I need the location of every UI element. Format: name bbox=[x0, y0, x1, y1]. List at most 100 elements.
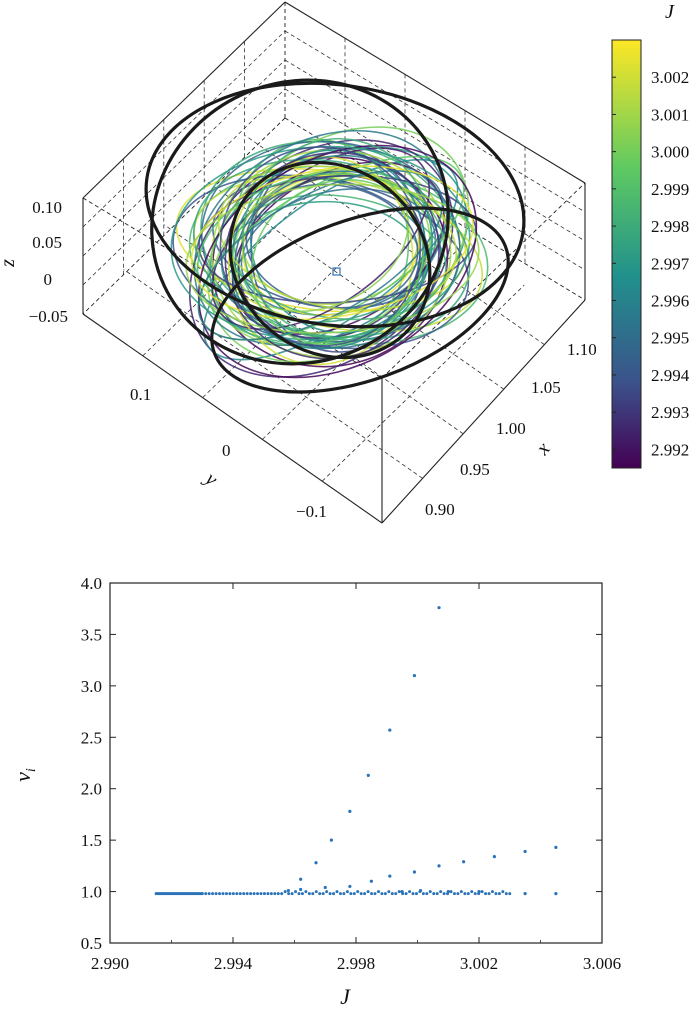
data-point bbox=[228, 892, 232, 896]
y-axis-label: y bbox=[199, 467, 222, 491]
y-tick-label: 3.0 bbox=[81, 677, 102, 696]
z-tick-label: 0.05 bbox=[32, 233, 62, 252]
colorbar-gradient bbox=[611, 39, 642, 469]
scatter-axes: 2.990 2.994 2.998 3.002 3.006 0.5 1.0 1.5 2.0 2.5… bbox=[81, 574, 621, 973]
y-tick-label: 3.5 bbox=[81, 625, 102, 644]
y-tick-label: 4.0 bbox=[81, 574, 102, 593]
data-point bbox=[231, 892, 235, 896]
data-point bbox=[266, 892, 270, 896]
data-point bbox=[304, 890, 308, 894]
data-point bbox=[348, 884, 352, 889]
data-point bbox=[356, 890, 360, 894]
box-edge bbox=[381, 299, 586, 524]
z-tick-label: 0.10 bbox=[32, 198, 62, 217]
x-tick-label: 0.90 bbox=[425, 500, 455, 519]
data-point bbox=[388, 728, 392, 732]
orbit-line bbox=[192, 158, 471, 341]
y-axis-label: vi bbox=[10, 768, 39, 782]
x-tick-label: 2.990 bbox=[91, 954, 129, 973]
colorbar-tick-label: 2.996 bbox=[651, 292, 689, 311]
data-point bbox=[359, 892, 363, 896]
data-point bbox=[439, 890, 443, 894]
data-point bbox=[376, 890, 380, 894]
data-point bbox=[452, 892, 456, 896]
data-point bbox=[412, 673, 417, 678]
highlight-orbit bbox=[210, 206, 510, 394]
orbit-3d-plot: 0.10 0.05 0 −0.05 z 0.1 0 −0.1 y 0.90 0.… bbox=[0, 1, 690, 524]
data-point bbox=[501, 890, 505, 894]
data-point bbox=[466, 892, 470, 896]
data-point bbox=[269, 892, 273, 896]
colorbar-tick-label: 2.998 bbox=[651, 217, 689, 236]
data-point bbox=[242, 892, 246, 896]
data-point bbox=[432, 892, 436, 896]
data-point bbox=[332, 892, 336, 896]
data-point bbox=[459, 890, 463, 894]
highlight-orbit bbox=[228, 160, 432, 360]
data-point bbox=[286, 888, 290, 893]
data-point bbox=[366, 773, 370, 777]
data-point bbox=[494, 892, 498, 896]
box-edge bbox=[82, 1, 286, 199]
data-point bbox=[211, 892, 215, 896]
data-point bbox=[345, 890, 349, 894]
x-tick-label: 1.00 bbox=[496, 419, 526, 438]
data-point bbox=[221, 892, 225, 896]
data-point bbox=[504, 892, 508, 896]
data-point bbox=[245, 892, 249, 896]
data-point bbox=[523, 849, 527, 854]
data-point bbox=[477, 892, 481, 896]
data-point bbox=[207, 892, 211, 896]
colorbar-tick-label: 2.997 bbox=[651, 254, 690, 273]
data-point bbox=[290, 892, 294, 896]
data-point bbox=[314, 890, 318, 894]
data-point bbox=[235, 892, 239, 896]
data-point bbox=[373, 892, 377, 896]
data-point bbox=[352, 892, 356, 896]
data-point bbox=[449, 890, 453, 894]
svg-text:vi: vi bbox=[10, 768, 39, 782]
data-point bbox=[412, 870, 417, 874]
plot-frame bbox=[109, 582, 603, 944]
data-point bbox=[435, 892, 439, 896]
data-point bbox=[249, 892, 253, 896]
data-point bbox=[314, 861, 318, 865]
data-point bbox=[276, 892, 280, 896]
highlight-orbit bbox=[144, 81, 526, 329]
data-point bbox=[442, 892, 446, 896]
data-point bbox=[480, 890, 484, 894]
orbit-line bbox=[197, 144, 478, 379]
data-point bbox=[492, 855, 496, 859]
y-axis-label-subscript: i bbox=[24, 768, 39, 772]
colorbar-tick-label: 2.999 bbox=[651, 180, 689, 199]
y-tick-label: 2.0 bbox=[81, 780, 102, 799]
data-point bbox=[262, 892, 266, 896]
grid-line bbox=[245, 135, 545, 345]
colorbar: J 3.002 3.001 3.000 2.999 2.998 2.997 2.996 2.9… bbox=[611, 1, 690, 469]
data-point bbox=[383, 892, 387, 896]
data-point bbox=[280, 892, 284, 896]
data-point bbox=[300, 892, 304, 896]
data-point bbox=[370, 892, 374, 896]
data-point bbox=[342, 892, 346, 896]
x-tick-label: 3.002 bbox=[460, 954, 498, 973]
grid-line bbox=[82, 30, 286, 228]
data-point bbox=[380, 892, 384, 896]
data-point bbox=[297, 892, 301, 896]
grid-line bbox=[202, 201, 405, 398]
y-tick-label: 0.1 bbox=[130, 385, 151, 404]
data-point bbox=[437, 606, 441, 610]
data-point bbox=[329, 838, 333, 842]
y-tick-label: 0 bbox=[222, 441, 231, 460]
data-point bbox=[323, 885, 327, 890]
x-tick-label: 3.006 bbox=[583, 954, 621, 973]
grid-line bbox=[284, 59, 586, 242]
x-tick-label: 1.05 bbox=[531, 378, 561, 397]
data-point bbox=[256, 892, 260, 896]
orbit-line bbox=[242, 137, 433, 339]
data-point bbox=[366, 890, 370, 894]
data-point bbox=[338, 892, 342, 896]
orbit-line bbox=[217, 165, 458, 311]
data-point bbox=[508, 892, 512, 896]
z-axis-label: z bbox=[0, 259, 19, 268]
